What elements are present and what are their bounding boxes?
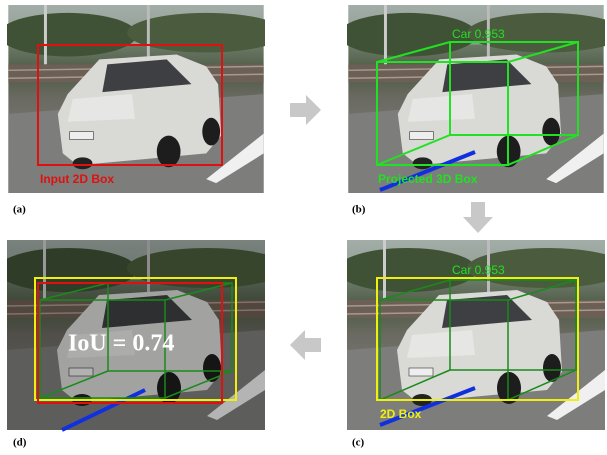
panel-label: Input 2D Box xyxy=(40,172,114,186)
detection-score: Car 0.953 xyxy=(452,263,505,277)
panel-label: Projected 3D Box xyxy=(378,172,478,186)
caption: (a) xyxy=(13,204,26,216)
arrow-left xyxy=(290,330,321,360)
arrow-right xyxy=(290,95,321,125)
caption: (c) xyxy=(352,437,365,449)
panel-a: Input 2D Box (a) xyxy=(0,5,285,216)
panel-b: Car 0.953 Projected 3D Box (b) xyxy=(338,5,607,216)
iou-label: IoU = 0.74 xyxy=(68,331,174,357)
caption: (b) xyxy=(352,204,366,216)
panel-c: Car 0.953 2D Box (c) xyxy=(337,240,607,449)
caption: (d) xyxy=(13,437,27,449)
arrow-down xyxy=(463,202,493,233)
panel-label: 2D Box xyxy=(380,407,422,421)
figure: Input 2D Box (a) Car 0.953 Projected 3D … xyxy=(0,0,607,450)
panel-d: IoU = 0.74 (d) xyxy=(0,240,287,449)
detection-score: Car 0.953 xyxy=(452,27,505,41)
